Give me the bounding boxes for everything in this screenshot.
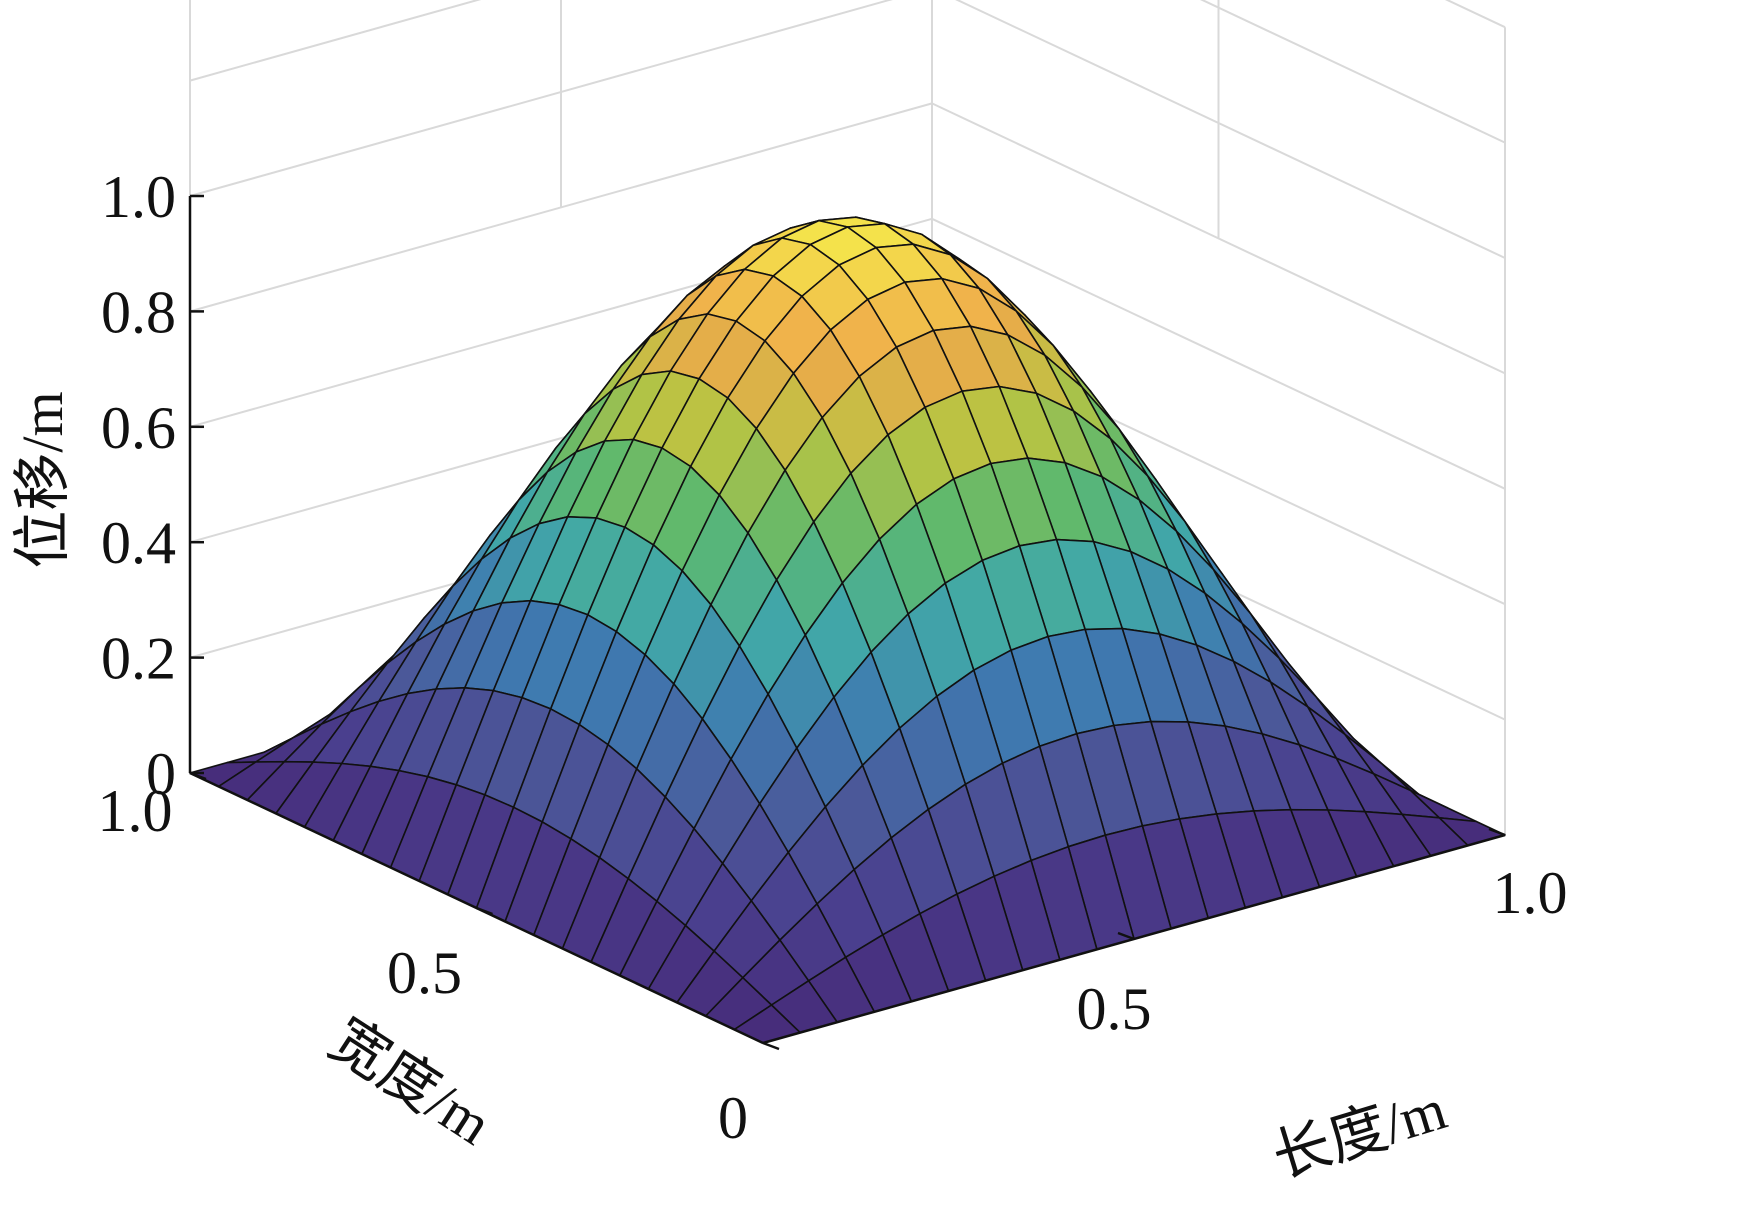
axes-group: 00.20.40.60.81.000.51.00.51.0 [98,164,1568,1151]
left-wall-gridline [189,0,482,82]
z-axis-label: 位移/m [10,391,75,568]
z-tick-label: 0.8 [101,279,176,345]
left-wall-gridline [189,102,933,313]
y-tick [189,771,207,781]
surface-plot [189,216,1506,1044]
x-tick [1488,827,1506,837]
x-tick-label: 0.5 [1077,976,1152,1042]
y-tick-label: 1.0 [98,778,173,844]
right-wall-gridline [955,0,1506,259]
x-axis-label: 长度/m [1265,1076,1453,1190]
y-axis-label: 宽度/m [319,1006,503,1157]
x-tick [1117,931,1135,941]
x-tick-label: 1.0 [1493,860,1568,926]
left-wall-gridline [189,0,893,197]
z-tick-label: 0 [146,741,176,807]
y-tick-label: 0.5 [387,940,462,1006]
right-wall-gridline [931,102,1506,375]
z-tick-label: 0.4 [101,510,176,576]
y-tick [476,906,493,916]
right-wall-gridline [931,217,1506,490]
y-tick [762,1041,780,1051]
z-tick-label: 1.0 [101,164,176,230]
z-tick-label: 0.2 [101,626,176,692]
right-wall-gridline [1200,0,1506,144]
z-tick-label: 0.6 [101,395,176,461]
y-tick-label: 0 [718,1085,748,1151]
